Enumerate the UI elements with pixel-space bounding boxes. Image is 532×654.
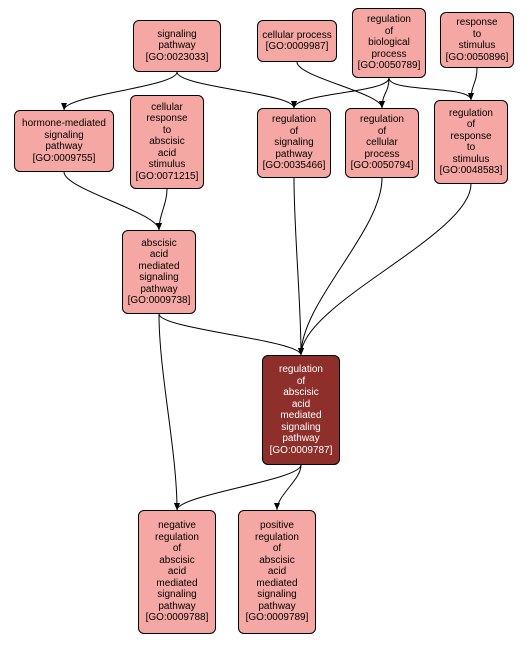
go-term-node[interactable]: cellular process [GO:0009987] xyxy=(257,20,337,62)
go-term-node[interactable]: cellular response to abscisic acid stimu… xyxy=(130,95,204,189)
go-term-label: response to stimulus [GO:0050896] xyxy=(446,17,509,63)
go-term-label: hormone-mediated signaling pathway [GO:0… xyxy=(22,118,106,164)
go-term-label: signaling pathway [GO:0023033] xyxy=(138,29,216,64)
go-term-node[interactable]: hormone-mediated signaling pathway [GO:0… xyxy=(14,110,114,172)
edge xyxy=(382,78,389,108)
edge xyxy=(294,78,389,108)
go-term-label: cellular process [GO:0009987] xyxy=(262,30,331,53)
go-term-node[interactable]: abscisic acid mediated signaling pathway… xyxy=(122,230,196,314)
edge xyxy=(159,189,167,230)
edge xyxy=(389,78,471,100)
go-term-node[interactable]: regulation of signaling pathway [GO:0035… xyxy=(257,108,331,178)
go-term-label: abscisic acid mediated signaling pathway… xyxy=(128,238,191,307)
go-term-node[interactable]: signaling pathway [GO:0023033] xyxy=(133,20,221,72)
go-term-label: regulation of abscisic acid mediated sig… xyxy=(270,364,333,456)
edge xyxy=(159,314,177,510)
go-term-label: negative regulation of abscisic acid med… xyxy=(146,520,209,624)
go-term-label: regulation of cellular process [GO:00507… xyxy=(351,114,414,172)
go-term-node[interactable]: regulation of cellular process [GO:00507… xyxy=(345,108,419,178)
go-term-label: regulation of response to stimulus [GO:0… xyxy=(440,108,503,177)
go-term-label: cellular response to abscisic acid stimu… xyxy=(136,102,199,183)
go-term-node[interactable]: negative regulation of abscisic acid med… xyxy=(138,510,216,634)
edge xyxy=(294,178,301,355)
edge xyxy=(159,314,301,355)
go-term-node[interactable]: regulation of biological process [GO:005… xyxy=(352,8,426,78)
go-term-label: positive regulation of abscisic acid med… xyxy=(246,520,309,624)
go-term-node[interactable]: regulation of abscisic acid mediated sig… xyxy=(262,355,340,465)
go-term-label: regulation of signaling pathway [GO:0035… xyxy=(263,114,326,172)
go-term-node[interactable]: regulation of response to stimulus [GO:0… xyxy=(434,100,508,184)
edge xyxy=(177,465,301,510)
edge xyxy=(301,184,471,355)
go-term-node[interactable]: response to stimulus [GO:0050896] xyxy=(440,12,514,68)
go-term-label: regulation of biological process [GO:005… xyxy=(358,14,421,72)
edge xyxy=(301,178,382,355)
edge xyxy=(471,68,477,100)
edge xyxy=(277,465,301,510)
go-term-node[interactable]: positive regulation of abscisic acid med… xyxy=(238,510,316,634)
